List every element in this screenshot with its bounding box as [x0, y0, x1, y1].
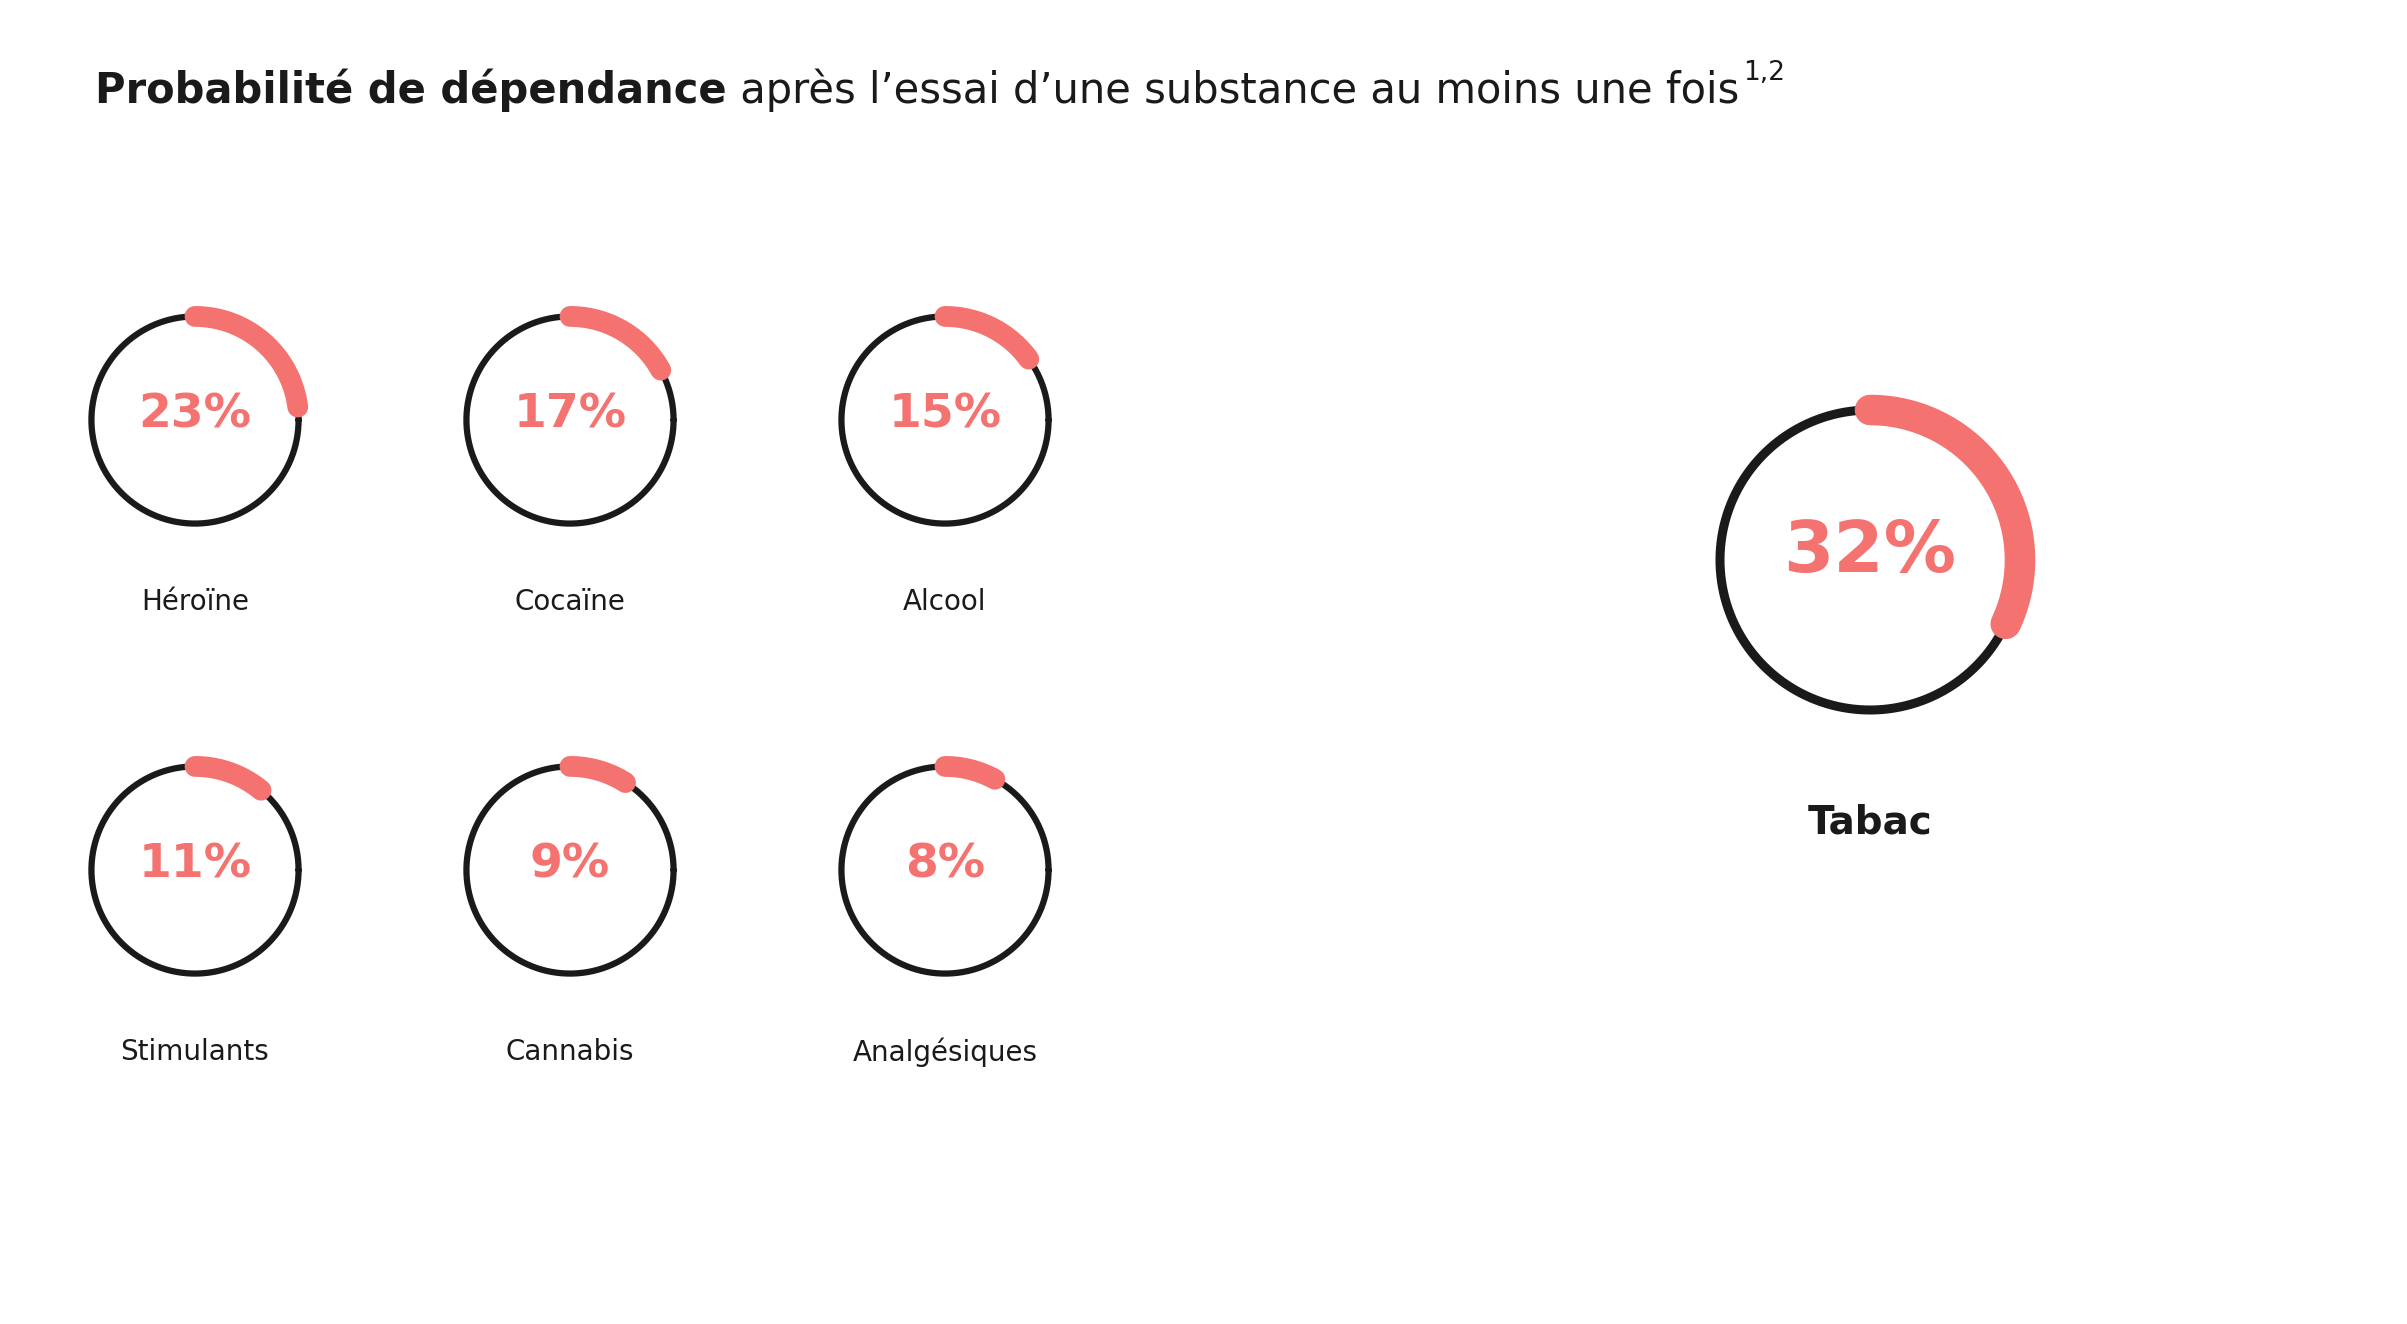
Text: Cannabis: Cannabis — [505, 1038, 635, 1066]
Text: 17%: 17% — [513, 392, 626, 437]
Text: 9%: 9% — [530, 842, 609, 887]
Text: 11%: 11% — [140, 842, 253, 887]
Text: Alcool: Alcool — [903, 588, 987, 616]
Text: Probabilité de dépendance: Probabilité de dépendance — [94, 68, 727, 111]
Text: Stimulants: Stimulants — [120, 1038, 270, 1066]
Text: 1,2: 1,2 — [1743, 60, 1786, 86]
Text: Analgésiques: Analgésiques — [852, 1038, 1037, 1067]
Text: Cocaïne: Cocaïne — [515, 588, 626, 616]
Text: 32%: 32% — [1784, 518, 1957, 587]
Text: après l’essai d’une substance au moins une fois: après l’essai d’une substance au moins u… — [727, 68, 1738, 111]
Text: 23%: 23% — [140, 392, 250, 437]
Text: 8%: 8% — [905, 842, 984, 887]
Text: 15%: 15% — [888, 392, 1001, 437]
Text: Héroïne: Héroïne — [142, 588, 248, 616]
Text: Tabac: Tabac — [1808, 802, 1933, 841]
